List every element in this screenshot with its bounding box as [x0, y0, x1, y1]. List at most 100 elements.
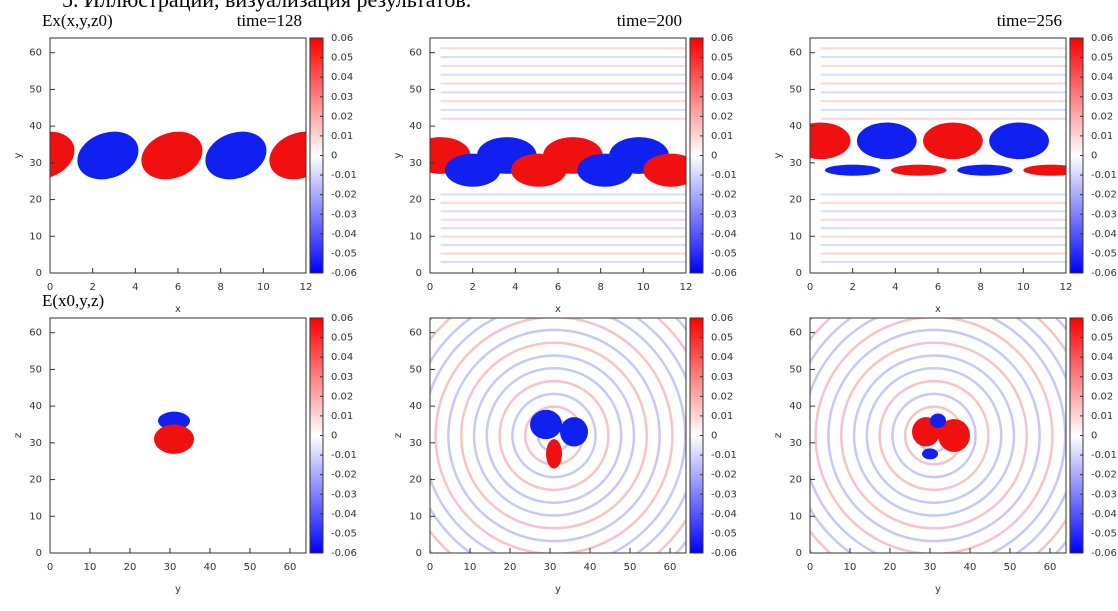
field-blob: [530, 409, 562, 440]
cb-tick-label: -0.05: [1091, 248, 1117, 259]
field-ring: [852, 354, 1016, 517]
field-ring: [865, 367, 1003, 504]
field-blob: [824, 164, 881, 176]
field-stripe: [440, 64, 686, 67]
x-tick-label: 6: [175, 282, 181, 293]
cb-tick-label: 0.04: [1091, 352, 1113, 363]
y-tick-label: 60: [409, 48, 422, 59]
cb-tick-label: 0.03: [331, 92, 353, 103]
y-tick-label: 40: [789, 121, 802, 132]
heatmap-field: [430, 47, 686, 263]
y-tick-label: 20: [409, 195, 422, 206]
field-blob: [546, 439, 562, 469]
cb-tick-label: -0.04: [331, 509, 357, 520]
y-tick-label: 40: [789, 401, 802, 412]
cb-tick-label: 0.02: [711, 391, 733, 402]
field-stripe: [440, 218, 686, 221]
x-tick-label: 60: [284, 562, 297, 573]
cb-tick-label: -0.04: [711, 509, 737, 520]
field-blob: [154, 424, 194, 454]
x-tick-label: 10: [464, 562, 477, 573]
cb-tick-label: 0.03: [331, 372, 353, 383]
cb-tick-label: 0.02: [711, 111, 733, 122]
x-tick-label: 40: [584, 562, 597, 573]
y-tick-label: 30: [409, 158, 422, 169]
field-stripe: [440, 108, 686, 111]
cb-tick-label: 0.02: [331, 111, 353, 122]
y-tick-label: 40: [409, 401, 422, 412]
field-stripe: [820, 210, 1066, 213]
x-tick-label: 12: [1060, 282, 1073, 293]
field-stripe: [440, 235, 686, 238]
y-tick-label: 50: [789, 84, 802, 95]
y-tick-label: 10: [409, 231, 422, 242]
field-ring: [810, 318, 1066, 553]
field-blob: [930, 413, 946, 429]
field-blob: [560, 417, 588, 447]
field-blob: [269, 131, 306, 180]
cb-tick-label: 0.06: [1091, 33, 1113, 44]
field-stripe: [820, 100, 1066, 103]
y-axis-label: y: [393, 152, 404, 158]
field-ring: [434, 318, 674, 553]
field-stripe: [820, 252, 1066, 255]
row-label: E(x0,y,z): [42, 291, 104, 310]
heatmap-field: [810, 318, 1066, 553]
y-tick-label: 20: [789, 195, 802, 206]
y-tick-label: 30: [29, 158, 42, 169]
cb-tick-label: 0: [331, 151, 337, 162]
field-blob: [205, 131, 267, 180]
cb-tick-label: -0.02: [331, 470, 357, 481]
cb-tick-label: -0.04: [331, 229, 357, 240]
cb-tick-label: -0.02: [711, 470, 737, 481]
y-tick-label: 10: [29, 231, 42, 242]
field-stripe: [820, 235, 1066, 238]
cb-tick-label: 0.01: [711, 411, 733, 422]
field-stripe: [820, 91, 1066, 94]
field-blob: [77, 131, 139, 180]
x-tick-label: 50: [244, 562, 257, 573]
y-tick-label: 30: [409, 438, 422, 449]
x-axis-label: x: [555, 304, 561, 315]
x-axis-label: x: [175, 304, 181, 315]
cb-tick-label: -0.01: [331, 450, 357, 461]
x-tick-label: 10: [84, 562, 97, 573]
field-blob: [989, 122, 1049, 160]
cb-tick-label: -0.01: [1091, 450, 1117, 461]
field-stripe: [440, 91, 686, 94]
cb-tick-label: 0.06: [711, 313, 733, 324]
slide-heading: 5. Иллюстрации, визуализация результатов…: [62, 0, 471, 12]
field-ring: [459, 341, 649, 530]
x-tick-label: 2: [469, 282, 475, 293]
y-tick-label: 10: [29, 511, 42, 522]
field-stripe: [440, 201, 686, 204]
field-stripe: [820, 73, 1066, 76]
cb-tick-label: -0.02: [1091, 190, 1117, 201]
cb-tick-label: -0.05: [331, 528, 357, 539]
x-tick-label: 30: [164, 562, 177, 573]
y-tick-label: 60: [789, 48, 802, 59]
x-tick-label: 0: [427, 282, 433, 293]
heatmap-field: [810, 47, 1066, 263]
y-tick-label: 30: [789, 158, 802, 169]
cb-tick-label: 0.04: [711, 352, 733, 363]
x-tick-label: 6: [935, 282, 941, 293]
cb-tick-label: -0.06: [331, 268, 357, 279]
y-tick-label: 10: [789, 231, 802, 242]
field-blob: [923, 122, 983, 160]
cb-tick-label: 0.01: [711, 131, 733, 142]
cb-tick-label: 0.04: [1091, 72, 1113, 83]
cb-tick-label: -0.05: [711, 528, 737, 539]
cb-tick-label: -0.03: [711, 209, 737, 220]
field-blob: [891, 164, 947, 176]
cb-tick-label: 0: [1091, 151, 1097, 162]
plot-frame: [429, 317, 687, 554]
field-ring: [814, 318, 1054, 553]
y-tick-label: 20: [409, 475, 422, 486]
field-stripe: [820, 117, 1066, 120]
field-stripe: [440, 227, 686, 230]
row-label: Ex(x,y,z0): [42, 11, 113, 30]
field-blob: [856, 122, 917, 160]
field-ring: [430, 318, 686, 553]
x-tick-label: 2: [849, 282, 855, 293]
